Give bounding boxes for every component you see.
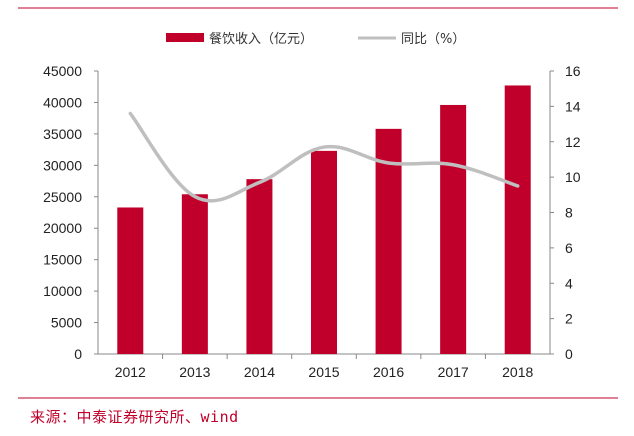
left-tick-label: 30000 bbox=[43, 157, 82, 173]
left-tick-label: 25000 bbox=[43, 189, 82, 205]
bar-2014 bbox=[246, 179, 273, 354]
right-tick-label: 14 bbox=[565, 98, 581, 114]
legend: 餐饮收入（亿元） 同比（%） bbox=[166, 31, 465, 47]
right-tick-label: 8 bbox=[565, 205, 573, 221]
right-tick-label: 10 bbox=[565, 169, 581, 185]
bars bbox=[117, 85, 531, 355]
left-tick-label: 35000 bbox=[43, 126, 82, 142]
x-tick-label: 2012 bbox=[115, 364, 146, 380]
right-tick-label: 6 bbox=[565, 240, 573, 256]
right-tick-label: 4 bbox=[565, 275, 573, 291]
left-tick-label: 40000 bbox=[43, 94, 82, 110]
bar-2012 bbox=[117, 207, 144, 354]
right-tick-label: 2 bbox=[565, 311, 573, 327]
right-tick-label: 12 bbox=[565, 134, 581, 150]
right-tick-label: 16 bbox=[565, 63, 581, 79]
bar-2017 bbox=[440, 104, 467, 355]
x-tick-label: 2017 bbox=[438, 364, 469, 380]
legend-bar-swatch bbox=[166, 33, 204, 42]
right-tick-label: 0 bbox=[565, 346, 573, 362]
x-tick-label: 2018 bbox=[502, 364, 533, 380]
left-tick-label: 10000 bbox=[43, 283, 82, 299]
bar-2013 bbox=[181, 194, 208, 354]
left-tick-label: 45000 bbox=[43, 63, 82, 79]
bar-2018 bbox=[504, 85, 531, 354]
left-tick-label: 5000 bbox=[51, 315, 82, 331]
axes: 0 5000 10000 15000 20000 25000 30000 35000 40000… bbox=[43, 63, 581, 380]
x-tick-label: 2016 bbox=[373, 364, 404, 380]
line-series bbox=[128, 111, 520, 203]
x-tick-label: 2013 bbox=[179, 364, 210, 380]
source-note: 来源：中泰证券研究所、wind bbox=[30, 408, 239, 426]
bar-2016 bbox=[375, 128, 402, 354]
left-tick-label: 0 bbox=[74, 346, 82, 362]
x-tick-label: 2014 bbox=[244, 364, 275, 380]
legend-bar-label: 餐饮收入（亿元） bbox=[209, 31, 313, 47]
left-tick-label: 20000 bbox=[43, 220, 82, 236]
x-tick-label: 2015 bbox=[308, 364, 339, 380]
bar-2015 bbox=[311, 150, 337, 354]
legend-line-label: 同比（%） bbox=[401, 32, 465, 47]
left-tick-label: 15000 bbox=[43, 252, 82, 268]
